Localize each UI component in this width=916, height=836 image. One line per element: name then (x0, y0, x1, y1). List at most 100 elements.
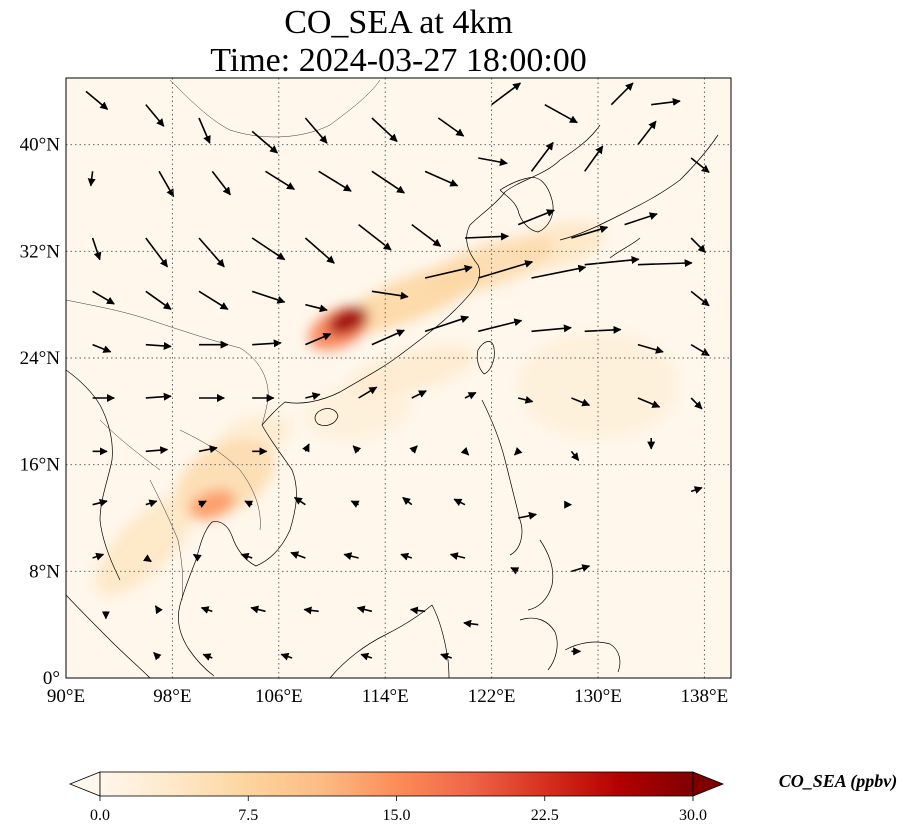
wind-arrow (464, 391, 477, 400)
wind-arrow (293, 496, 306, 506)
wind-arrow (280, 652, 293, 661)
wind-arrow (690, 237, 707, 253)
wind-arrow (460, 447, 470, 456)
wind-arrow (570, 450, 580, 461)
co-plume (95, 494, 197, 596)
wind-arrow (304, 237, 335, 264)
wind-arrow (145, 104, 165, 127)
wind-arrow (91, 237, 102, 261)
wind-arrow (251, 290, 286, 304)
longitude-tick-label: 106°E (255, 686, 303, 707)
wind-arrow (265, 170, 295, 191)
longitude-tick-label: 130°E (574, 686, 622, 707)
wind-arrow (92, 498, 108, 507)
co-plume (328, 306, 368, 335)
wind-arrow (200, 606, 213, 614)
wind-arrow (690, 157, 710, 174)
wind-arrow (624, 212, 658, 226)
wind-arrow (478, 318, 523, 333)
colorbar-bar (99, 771, 694, 797)
latitude-tick-label: 24°N (20, 348, 61, 369)
wind-arrow (251, 237, 286, 261)
longitude-tick-label: 114°E (362, 686, 409, 707)
wind-arrow (531, 264, 587, 279)
colorbar-label: CO_SEA (ppbv) (779, 771, 898, 792)
wind-arrow (518, 395, 534, 404)
wind-arrow (371, 117, 398, 142)
wind-arrow (145, 392, 172, 401)
wind-arrow (371, 170, 405, 194)
latitude-tick-label: 0° (43, 668, 60, 689)
wind-arrow (409, 606, 426, 615)
co-plume (189, 489, 236, 520)
wind-arrow (202, 653, 213, 661)
wind-arrow (356, 605, 373, 614)
latitude-tick-label: 8°N (29, 561, 60, 582)
wind-arrow (637, 259, 693, 268)
colorbar-tick-labels: 0.0 7.5 15.0 22.5 30.0 (90, 796, 707, 824)
colorbar-tick-label: 30.0 (679, 807, 707, 824)
wind-arrow (211, 170, 231, 196)
coastline-new-guinea (564, 641, 621, 673)
wind-arrow (690, 397, 703, 410)
wind-arrow (690, 290, 710, 307)
map-frame (65, 77, 732, 679)
wind-arrow (491, 82, 522, 106)
wind-arrow (584, 325, 622, 334)
chart-subtitle-time: Time: 2024-03-27 18:00:00 (210, 42, 587, 79)
coastline-japan (559, 134, 719, 259)
wind-arrow (198, 237, 225, 268)
wind-arrow (637, 120, 657, 146)
colorbar-tick-label: 15.0 (383, 807, 411, 824)
wind-arrow (690, 343, 710, 357)
wind-arrow (153, 652, 162, 661)
colorbar-min-extension (68, 771, 101, 797)
wind-arrow (424, 170, 459, 187)
chart-title: CO_SEA at 4km (284, 4, 513, 41)
wind-arrow (440, 652, 452, 661)
wind-arrow (463, 619, 479, 628)
coastline-hainan (314, 408, 339, 426)
wind-arrow (409, 445, 418, 454)
wind-arrow (250, 605, 266, 614)
wind-arrow (145, 446, 169, 455)
coastline-taiwan (476, 341, 495, 375)
wind-arrow (584, 256, 640, 266)
wind-arrow (305, 333, 332, 346)
wind-arrow (371, 290, 409, 300)
wind-arrow (145, 290, 172, 310)
wind-arrow (437, 117, 465, 137)
wind-arrow (449, 552, 466, 561)
wind-arrow (154, 605, 163, 615)
wind-arrow (424, 264, 473, 279)
coastline-sulawesi (519, 617, 558, 671)
wind-arrow (318, 170, 352, 192)
wind-arrow (244, 500, 254, 508)
wind-arrow (198, 290, 229, 311)
wind-arrow (544, 103, 578, 124)
wind-arrow (610, 82, 634, 106)
wind-arrow (87, 171, 96, 187)
wind-arrow (92, 290, 115, 305)
wind-arrow (85, 90, 109, 110)
longitude-tick-labels: 90°E 98°E 106°E 114°E 122°E 130°E 138°E (47, 686, 728, 707)
wind-arrow (352, 445, 362, 454)
wind-arrow (571, 225, 609, 239)
wind-arrow (584, 145, 604, 172)
wind-arrow (478, 157, 508, 167)
wind-arrow (400, 552, 413, 561)
wind-arrow (302, 443, 310, 453)
co-plume (337, 262, 487, 334)
coastline-bay-of-bengal (66, 369, 121, 581)
wind-arrow (145, 237, 169, 268)
wind-arrow (350, 500, 360, 508)
wind-arrow (343, 552, 359, 561)
wind-arrow (411, 224, 442, 247)
wind-arrow (510, 567, 520, 575)
wind-arrow (358, 386, 378, 399)
wind-arrow (290, 551, 306, 559)
wind-arrow (92, 552, 105, 561)
wind-arrow (304, 117, 328, 144)
wind-arrow (252, 339, 282, 348)
